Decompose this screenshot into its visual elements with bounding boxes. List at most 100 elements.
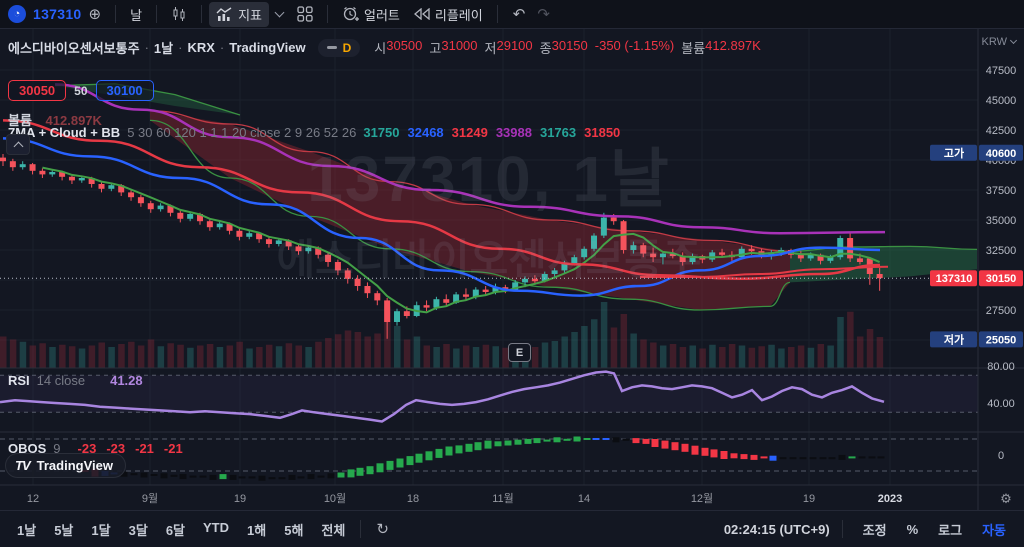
compare-add-button[interactable]: ⊕ bbox=[82, 2, 109, 26]
time-axis-label[interactable]: 18 bbox=[407, 493, 419, 505]
interval-button[interactable]: 날 bbox=[130, 7, 143, 23]
rsi-name: RSI bbox=[8, 373, 30, 388]
legend-collapse-button[interactable] bbox=[6, 134, 30, 155]
range-button[interactable]: YTD bbox=[203, 519, 230, 535]
redo-button[interactable]: ↷ bbox=[537, 6, 550, 23]
volume-bar bbox=[856, 336, 864, 368]
time-axis-label[interactable]: 19 bbox=[803, 493, 815, 505]
percent-toggle[interactable]: % bbox=[906, 521, 919, 537]
obos-bar bbox=[858, 456, 866, 459]
volume-bar bbox=[305, 347, 312, 368]
range-button[interactable]: 전체 bbox=[321, 522, 346, 538]
volume-bar bbox=[246, 348, 253, 368]
replay-label: 리플레이 bbox=[434, 7, 483, 23]
volume-bar bbox=[817, 344, 825, 368]
volume-bar bbox=[157, 346, 165, 368]
volume-bar bbox=[403, 339, 411, 368]
adjust-toggle[interactable]: 조정 bbox=[862, 522, 887, 538]
indicator-legend[interactable]: 7MA + Cloud + BB 5 30 60 120 1 1 1 20 cl… bbox=[8, 125, 620, 140]
range-button[interactable]: 3달 bbox=[128, 522, 148, 538]
bid-price-button[interactable]: 30050 bbox=[8, 80, 67, 101]
volume-bar bbox=[689, 345, 696, 368]
volume-bar bbox=[847, 311, 854, 368]
rsi-legend[interactable]: RSI 14 close 41.28 bbox=[8, 373, 143, 388]
volume-bar bbox=[541, 342, 549, 368]
volume-bar bbox=[177, 344, 184, 368]
currency-selector[interactable]: KRW bbox=[982, 36, 1018, 48]
indicators-icon bbox=[216, 6, 232, 21]
volume-bar bbox=[807, 347, 815, 368]
obos-bar bbox=[691, 445, 699, 455]
range-button[interactable]: 5해 bbox=[284, 522, 304, 538]
time-scale[interactable] bbox=[0, 485, 978, 510]
chart-type-button[interactable] bbox=[164, 3, 194, 25]
indicators-button[interactable]: 지표 bbox=[209, 1, 269, 27]
candlestick-icon bbox=[173, 7, 185, 21]
time-axis-label[interactable]: 11월 bbox=[492, 492, 514, 505]
volume-bar bbox=[748, 347, 756, 368]
indicators-menu-button[interactable] bbox=[269, 7, 290, 19]
range-button[interactable]: 5날 bbox=[54, 522, 74, 538]
obos-bar bbox=[307, 474, 315, 480]
indicator-value: 32468 bbox=[407, 125, 444, 140]
tradingview-logo-icon[interactable]: ◔ bbox=[8, 5, 26, 23]
log-toggle[interactable]: 로그 bbox=[938, 522, 963, 538]
symbol-search-button[interactable]: 137310 bbox=[33, 6, 82, 22]
obos-bar bbox=[120, 471, 128, 477]
volume-legend[interactable]: 볼륨 412.897K bbox=[8, 110, 102, 129]
obos-bar bbox=[130, 473, 138, 476]
candle-body bbox=[591, 235, 597, 249]
earnings-marker[interactable]: E bbox=[508, 343, 531, 362]
obos-bar bbox=[170, 474, 178, 477]
data-mode-pill[interactable]: D bbox=[317, 38, 361, 57]
layout-grid-button[interactable] bbox=[290, 3, 320, 25]
replay-button[interactable]: 리플레이 bbox=[407, 2, 490, 27]
range-button[interactable]: 6달 bbox=[165, 522, 186, 538]
alert-button[interactable]: 얼러트 bbox=[335, 2, 407, 27]
time-axis-label[interactable]: 14 bbox=[578, 493, 590, 505]
price-scale[interactable] bbox=[978, 29, 1024, 485]
top-toolbar: ◔ 137310 ⊕ 날 지표 얼러트 bbox=[0, 0, 1024, 29]
time-axis-label[interactable]: 19 bbox=[234, 493, 246, 505]
volume-bar bbox=[344, 330, 352, 368]
time-axis-label[interactable]: 9월 bbox=[142, 492, 158, 505]
obos-bar bbox=[435, 448, 443, 458]
time-axis-label[interactable]: 12월 bbox=[691, 492, 713, 505]
ask-price-button[interactable]: 30100 bbox=[95, 80, 154, 101]
candle-body bbox=[817, 254, 824, 261]
indicator-value: 33988 bbox=[495, 125, 532, 140]
undo-button[interactable]: ↶ bbox=[512, 6, 526, 23]
candle-body bbox=[876, 274, 883, 279]
range-button[interactable]: 1달 bbox=[91, 522, 111, 538]
candle-body bbox=[157, 205, 164, 210]
tradingview-watermark[interactable]: TV TradingView bbox=[5, 453, 126, 478]
time-axis-label[interactable]: 12 bbox=[27, 493, 39, 505]
obos-bar bbox=[779, 457, 787, 460]
delayed-data-badge: D bbox=[342, 40, 352, 55]
candle-body bbox=[167, 205, 174, 213]
volume-bar bbox=[738, 345, 746, 368]
auto-scale-toggle[interactable]: 자동 bbox=[982, 522, 1006, 538]
volume-bar bbox=[482, 344, 490, 368]
candle-body bbox=[403, 311, 410, 316]
obos-bar bbox=[484, 440, 492, 449]
obos-bar bbox=[396, 458, 404, 468]
candle-body bbox=[354, 278, 361, 286]
candle-body bbox=[650, 253, 657, 258]
range-button[interactable]: 1해 bbox=[247, 522, 267, 538]
bottom-toolbar-right: 02:24:15 (UTC+9) 조정 % 로그 자동 bbox=[724, 516, 1014, 543]
time-axis-label[interactable]: 10월 bbox=[324, 492, 346, 505]
clock-time[interactable]: 02:24:15 (UTC+9) bbox=[723, 521, 830, 537]
range-button[interactable]: 1날 bbox=[17, 522, 37, 538]
obos-legend[interactable]: OBOS 9 -23 -23 -21 -21 bbox=[8, 441, 183, 456]
symbol-full-name[interactable]: 에스디바이오센서보통주 bbox=[8, 41, 140, 56]
go-to-date-button[interactable]: ↻ bbox=[376, 521, 389, 538]
gear-icon[interactable]: ⚙ bbox=[1000, 491, 1012, 506]
time-axis-label[interactable]: 2023 bbox=[878, 493, 902, 505]
candle-body bbox=[334, 262, 341, 271]
toolbar-divider bbox=[841, 520, 843, 538]
price-tick: 42500 bbox=[986, 125, 1017, 137]
volume-bar bbox=[256, 347, 263, 368]
